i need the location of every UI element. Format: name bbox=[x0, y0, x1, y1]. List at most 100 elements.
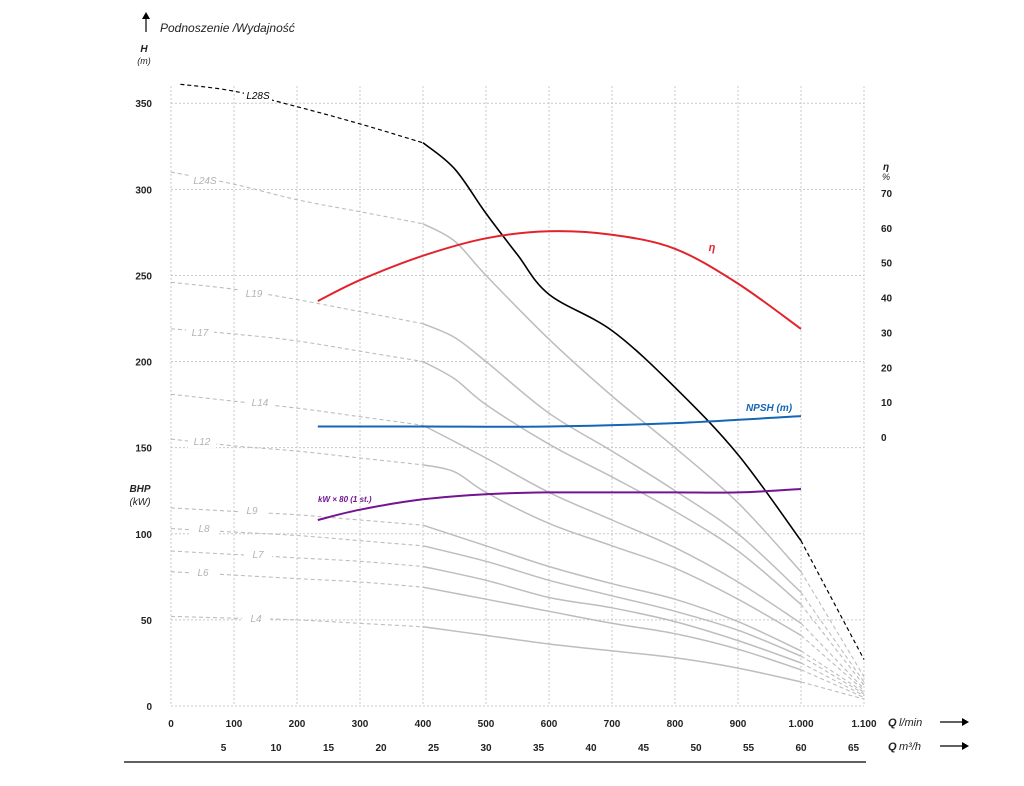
curve-l8 bbox=[422, 545, 802, 657]
y-tick-label: 150 bbox=[135, 444, 152, 455]
curve-label-l9: L9 bbox=[246, 506, 258, 517]
x-axis-unit-lmin: l/min bbox=[899, 717, 922, 729]
curve-l24s bbox=[422, 223, 802, 573]
curve-label-bg bbox=[242, 613, 270, 625]
curve-label-l19: L19 bbox=[246, 289, 263, 300]
x-tick-label-lmin: 600 bbox=[541, 719, 558, 730]
curve-l28s-high bbox=[800, 540, 865, 660]
x-tick-label-lmin: 300 bbox=[352, 719, 369, 730]
x-tick-label-lmin: 0 bbox=[168, 719, 174, 730]
curve-l6-high bbox=[800, 669, 865, 698]
y2-tick-label: 40 bbox=[881, 294, 893, 305]
curve-l17 bbox=[422, 360, 802, 605]
curve-power bbox=[317, 488, 802, 521]
curve-label-l28s: L28S bbox=[246, 91, 270, 102]
curve-label-bg bbox=[191, 175, 219, 187]
x-axis-q-label-2: Q bbox=[888, 741, 897, 753]
curve-label-bg bbox=[246, 397, 274, 409]
curve-label-bg bbox=[189, 567, 217, 579]
y-tick-label: 300 bbox=[135, 185, 152, 196]
curve-label-bg bbox=[190, 523, 218, 535]
curve-l6 bbox=[422, 586, 802, 671]
y-axis-unit: (m) bbox=[137, 56, 151, 66]
x-tick-label-m3h: 65 bbox=[848, 743, 860, 754]
x-axis-arrow-m3h bbox=[940, 742, 969, 750]
x-tick-label-m3h: 15 bbox=[323, 743, 335, 754]
bhp-unit: (kW) bbox=[129, 497, 150, 508]
curve-l28s bbox=[422, 142, 802, 542]
curve-l19 bbox=[422, 323, 802, 593]
bhp-label: BHP bbox=[129, 484, 150, 495]
y2-tick-label: 30 bbox=[881, 328, 893, 339]
y-tick-label: 100 bbox=[135, 530, 152, 541]
curve-label-l4: L4 bbox=[250, 614, 262, 625]
npsh-label: NPSH (m) bbox=[746, 403, 793, 414]
curve-l9 bbox=[422, 524, 802, 652]
curve-l12-high bbox=[800, 634, 865, 691]
x-tick-label-lmin: 700 bbox=[604, 719, 621, 730]
x-tick-label-lmin: 200 bbox=[289, 719, 306, 730]
curve-label-l7: L7 bbox=[252, 550, 264, 561]
y2-tick-label: 20 bbox=[881, 363, 893, 374]
curve-l17-high bbox=[800, 604, 865, 686]
curve-l28s-low bbox=[180, 83, 424, 144]
x-tick-label-lmin: 1.100 bbox=[851, 719, 876, 730]
y-tick-label: 250 bbox=[135, 271, 152, 282]
curve-l7-high bbox=[800, 662, 865, 697]
curve-l4 bbox=[422, 626, 802, 683]
curve-l7-low bbox=[170, 550, 424, 568]
x-tick-label-lmin: 400 bbox=[415, 719, 432, 730]
efficiency-label: η bbox=[709, 242, 716, 254]
main-curves: L28S η NPSH (m) kW × 80 (1 st.) bbox=[180, 83, 865, 660]
curve-label-l17: L17 bbox=[192, 328, 209, 339]
curve-l14-high bbox=[800, 622, 865, 690]
curve-label-bg bbox=[240, 288, 268, 300]
y2-tick-label: 0 bbox=[881, 433, 887, 444]
y-tick-label: 0 bbox=[146, 702, 152, 713]
x-axis-unit-m3h: m³/h bbox=[899, 741, 921, 753]
curve-label-l24s: L24S bbox=[193, 176, 217, 187]
model-curves: L24S L19 L17 L14 L12 L9 L8 L7 L6 L4 bbox=[170, 171, 865, 700]
chart-title: Podnoszenie /Wydajność bbox=[160, 21, 295, 35]
curve-l4-low bbox=[170, 615, 424, 628]
curve-label-bg bbox=[244, 549, 272, 561]
x-axis-q-label: Q bbox=[888, 717, 897, 729]
curve-label-bg bbox=[244, 90, 272, 102]
curve-l8-high bbox=[800, 655, 865, 695]
x-tick-label-m3h: 50 bbox=[690, 743, 702, 754]
y2-axis-label: η bbox=[883, 162, 889, 173]
curve-l14 bbox=[422, 424, 802, 624]
y2-tick-label: 50 bbox=[881, 259, 893, 270]
x-tick-label-m3h: 60 bbox=[795, 743, 807, 754]
x-tick-label-m3h: 30 bbox=[480, 743, 492, 754]
curve-npsh bbox=[317, 415, 802, 428]
y-tick-label: 350 bbox=[135, 99, 152, 110]
curve-efficiency bbox=[317, 230, 802, 330]
curve-label-bg bbox=[186, 327, 214, 339]
curve-label-bg bbox=[188, 436, 216, 448]
grid bbox=[170, 86, 865, 707]
x-tick-label-m3h: 55 bbox=[743, 743, 755, 754]
x-tick-label-m3h: 5 bbox=[221, 743, 227, 754]
x-tick-label-m3h: 20 bbox=[375, 743, 387, 754]
curve-label-l8: L8 bbox=[198, 524, 210, 535]
y2-axis-unit: % bbox=[882, 172, 890, 182]
x-tick-label-lmin: 800 bbox=[667, 719, 684, 730]
curve-l14-low bbox=[170, 393, 424, 426]
x-tick-label-m3h: 10 bbox=[270, 743, 282, 754]
curve-l12 bbox=[422, 464, 802, 637]
y-axis-label: H bbox=[140, 44, 148, 55]
x-tick-label-lmin: 100 bbox=[226, 719, 243, 730]
curve-label-l6: L6 bbox=[197, 568, 209, 579]
x-tick-label-m3h: 25 bbox=[428, 743, 440, 754]
x-axis-arrow-lmin bbox=[940, 718, 969, 726]
curve-l24s-high bbox=[800, 571, 865, 677]
curve-label-l12: L12 bbox=[194, 437, 211, 448]
curve-l19-low bbox=[170, 281, 424, 325]
x-tick-label-lmin: 500 bbox=[478, 719, 495, 730]
title-arrow bbox=[142, 12, 150, 32]
curve-label-l14: L14 bbox=[252, 398, 269, 409]
x-tick-label-m3h: 45 bbox=[638, 743, 650, 754]
